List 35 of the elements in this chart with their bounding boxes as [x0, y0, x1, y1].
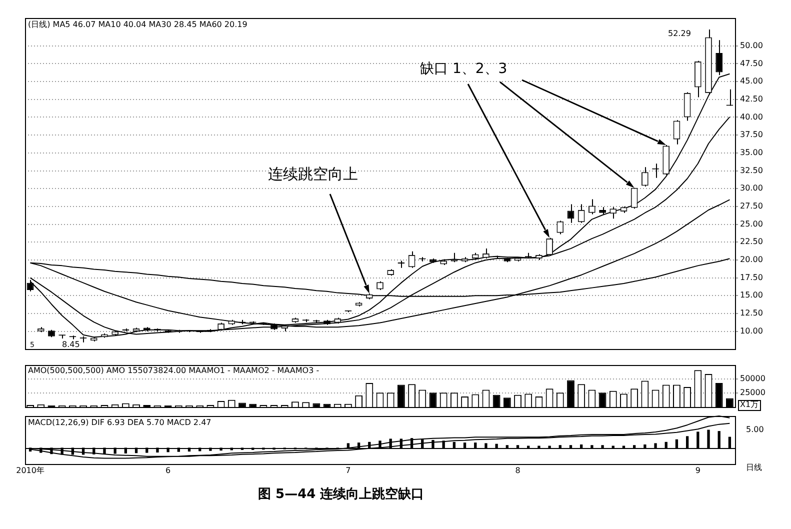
chart-title: MACD(12,26,9) DIF 6.93 DEA 5.70 MACD 2.47 — [28, 418, 212, 427]
y-tick-label: 17.50 — [740, 272, 763, 282]
y-tick-label: 50.00 — [740, 40, 763, 50]
y-tick-label: 37.50 — [740, 130, 763, 140]
y-tick-label: 35.00 — [740, 148, 763, 157]
y-tick-label: 12.50 — [740, 308, 763, 318]
chart-title: (日线) MA5 46.07 MA10 40.04 MA30 28.45 MA60 20.19 — [28, 20, 248, 29]
y-tick-label: 15.00 — [740, 290, 763, 300]
y-tick-label: 32.50 — [740, 166, 763, 175]
text: X1万 — [738, 400, 761, 411]
x-tick-label: 2010年 — [16, 466, 44, 475]
y-tick-label: 25.00 — [740, 219, 763, 228]
caption: 图 5—44 连续向上跳空缺口 — [258, 487, 424, 502]
y-tick-label: 10.00 — [740, 326, 763, 336]
y-tick-label: 40.00 — [740, 112, 763, 122]
chart-title: AMO(500,500,500) AMO 155073824.00 MAAMO1 - MAAMO2 - MAAMO3 - — [28, 366, 320, 375]
y-tick-label: 42.50 — [740, 94, 763, 104]
x-tick-label: 7 — [346, 466, 351, 475]
y-tick-label: 25000 — [740, 388, 766, 398]
annotation: 8.45 — [62, 340, 80, 350]
text: 日线 — [746, 463, 762, 473]
x-tick-label: 9 — [695, 466, 700, 475]
annotation: 52.29 — [668, 29, 691, 39]
annotation: 缺口 1、2、3 — [420, 61, 508, 78]
x-tick-label: 8 — [515, 466, 520, 475]
y-tick-label: 22.50 — [740, 237, 763, 246]
y-tick-label: 30.00 — [740, 184, 763, 193]
text: 5.00 — [746, 425, 764, 435]
y-tick-label: 47.50 — [740, 58, 763, 68]
y-tick-label: 27.50 — [740, 202, 763, 211]
y-tick-label: 45.00 — [740, 76, 763, 86]
y-tick-label: 50000 — [740, 374, 766, 384]
y-tick-label: 20.00 — [740, 255, 763, 264]
x-tick-label: 6 — [166, 466, 171, 475]
annotation: 连续跳空向上 — [268, 165, 358, 183]
